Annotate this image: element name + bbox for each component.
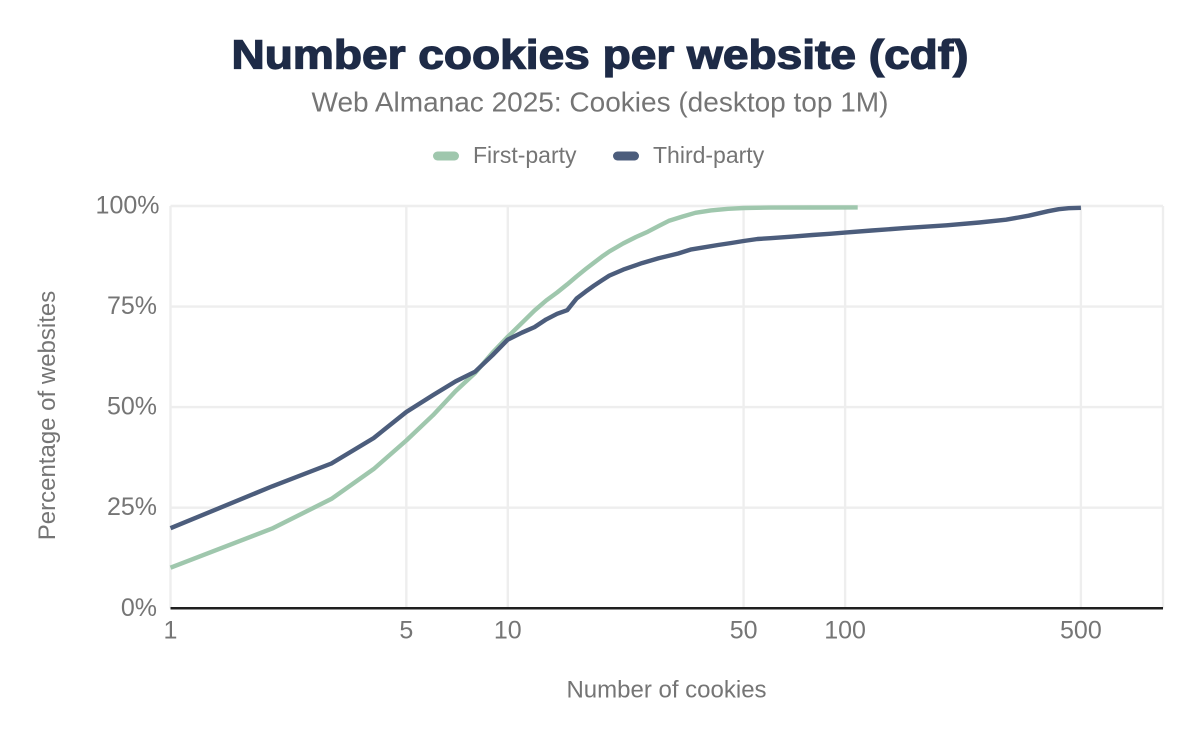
svg-text:Web Almanac 2025: Cookies (des: Web Almanac 2025: Cookies (desktop top 1… (312, 87, 889, 118)
svg-text:First-party: First-party (473, 142, 577, 168)
svg-text:1: 1 (164, 617, 178, 645)
svg-text:50%: 50% (107, 393, 157, 421)
svg-text:100: 100 (824, 617, 866, 645)
svg-text:Number cookies per website (cd: Number cookies per website (cdf) (232, 32, 969, 78)
svg-text:Number of cookies: Number of cookies (566, 677, 766, 704)
svg-text:10: 10 (494, 617, 522, 645)
svg-text:500: 500 (1060, 617, 1102, 645)
svg-text:100%: 100% (96, 192, 160, 220)
svg-text:Percentage of websites: Percentage of websites (34, 291, 61, 540)
svg-text:25%: 25% (107, 493, 157, 521)
svg-text:0%: 0% (121, 594, 157, 622)
svg-text:5: 5 (399, 617, 413, 645)
svg-text:75%: 75% (107, 292, 157, 320)
svg-text:Third-party: Third-party (653, 142, 765, 168)
svg-text:50: 50 (730, 617, 758, 645)
